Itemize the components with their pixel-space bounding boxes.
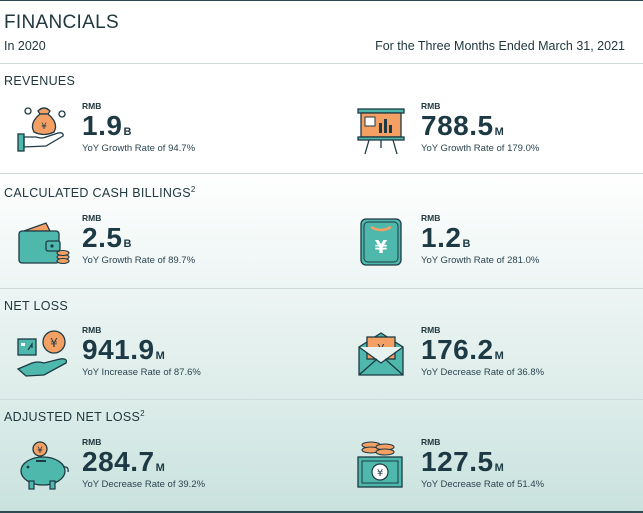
section-title-adjusted-net-loss: ADJUSTED NET LOSS2 <box>4 409 145 425</box>
currency-label: RMB <box>82 437 102 447</box>
section-title-net-loss: NET LOSS <box>4 299 68 314</box>
divider <box>0 173 643 174</box>
metric-cash-billings-2020: RMB 2.5B YoY Growth Rate of 89.7% <box>16 213 276 275</box>
metric-value: 941.9 <box>82 334 155 365</box>
wallet-icon <box>18 222 70 265</box>
metric-adjusted-net-loss-2020: ¥ RMB 284.7M YoY Decrease Rate of 39.2% <box>16 437 276 499</box>
metric-cash-billings-q1-2021: ¥ RMB 1.2B YoY Growth Rate of 281.0% <box>355 213 615 275</box>
metric-value: 176.2 <box>421 334 494 365</box>
period-right: For the Three Months Ended March 31, 202… <box>375 39 625 53</box>
metric-unit: M <box>155 350 165 362</box>
currency-label: RMB <box>82 101 102 111</box>
currency-label: RMB <box>82 325 102 335</box>
yen-coin-hand-icon: ¥ <box>16 330 68 377</box>
svg-text:¥: ¥ <box>377 468 383 479</box>
yen-banknote-coins-icon: ¥ <box>357 441 403 488</box>
currency-label: RMB <box>421 437 441 447</box>
metric-revenues-q1-2021: RMB 788.5M YoY Growth Rate of 179.0% <box>355 101 615 163</box>
currency-label: RMB <box>82 213 102 223</box>
metric-unit: B <box>123 126 132 138</box>
currency-label: RMB <box>421 101 441 111</box>
metric-rate: YoY Increase Rate of 87.6% <box>82 367 201 378</box>
metric-net-loss-q1-2021: ¥ RMB 176.2M YoY Decrease Rate of 36.8% <box>355 325 615 387</box>
svg-text:¥: ¥ <box>375 237 388 258</box>
metric-adjusted-net-loss-q1-2021: ¥ RMB 127.5M YoY Decrease Rate of 51.4% <box>355 437 615 499</box>
yen-envelope-icon: ¥ <box>358 332 404 376</box>
metric-net-loss-2020: ¥ RMB 941.9M YoY Increase Rate of 87.6% <box>16 325 276 387</box>
metric-value: 284.7 <box>82 446 155 477</box>
metric-unit: M <box>155 462 165 474</box>
metric-value: 788.5 <box>421 110 494 141</box>
currency-label: RMB <box>421 213 441 223</box>
metric-rate: YoY Growth Rate of 89.7% <box>82 255 196 266</box>
svg-text:¥: ¥ <box>41 122 47 132</box>
yen-card-icon: ¥ <box>360 218 402 266</box>
metric-value: 1.2 <box>421 222 462 253</box>
metric-unit: B <box>123 238 132 250</box>
metric-unit: B <box>462 238 471 250</box>
metric-value: 2.5 <box>82 222 123 253</box>
metric-rate: YoY Decrease Rate of 39.2% <box>82 479 206 490</box>
metric-unit: M <box>494 350 504 362</box>
metric-value: 127.5 <box>421 446 494 477</box>
metric-unit: M <box>494 126 504 138</box>
currency-label: RMB <box>421 325 441 335</box>
metric-revenues-2020: ¥ RMB 1.9B YoY Growth Rate of 94.7% <box>16 101 276 163</box>
svg-text:¥: ¥ <box>37 446 43 456</box>
metric-value: 1.9 <box>82 110 123 141</box>
section-title-cash-billings: CALCULATED CASH BILLINGS2 <box>4 185 196 201</box>
metric-rate: YoY Growth Rate of 94.7% <box>82 143 196 154</box>
piggy-bank-icon: ¥ <box>20 441 69 490</box>
divider <box>0 63 643 64</box>
page-title: FINANCIALS <box>4 12 119 33</box>
svg-text:¥: ¥ <box>50 336 58 350</box>
divider <box>0 399 643 400</box>
metric-rate: YoY Growth Rate of 281.0% <box>421 255 540 266</box>
metric-unit: M <box>494 462 504 474</box>
metric-rate: YoY Decrease Rate of 51.4% <box>421 479 545 490</box>
presentation-board-icon <box>357 108 405 155</box>
section-title-revenues: REVENUES <box>4 74 76 89</box>
period-left: In 2020 <box>4 39 46 53</box>
money-bag-hand-icon: ¥ <box>17 107 66 152</box>
metric-rate: YoY Growth Rate of 179.0% <box>421 143 540 154</box>
metric-rate: YoY Decrease Rate of 36.8% <box>421 367 545 378</box>
divider <box>0 288 643 289</box>
